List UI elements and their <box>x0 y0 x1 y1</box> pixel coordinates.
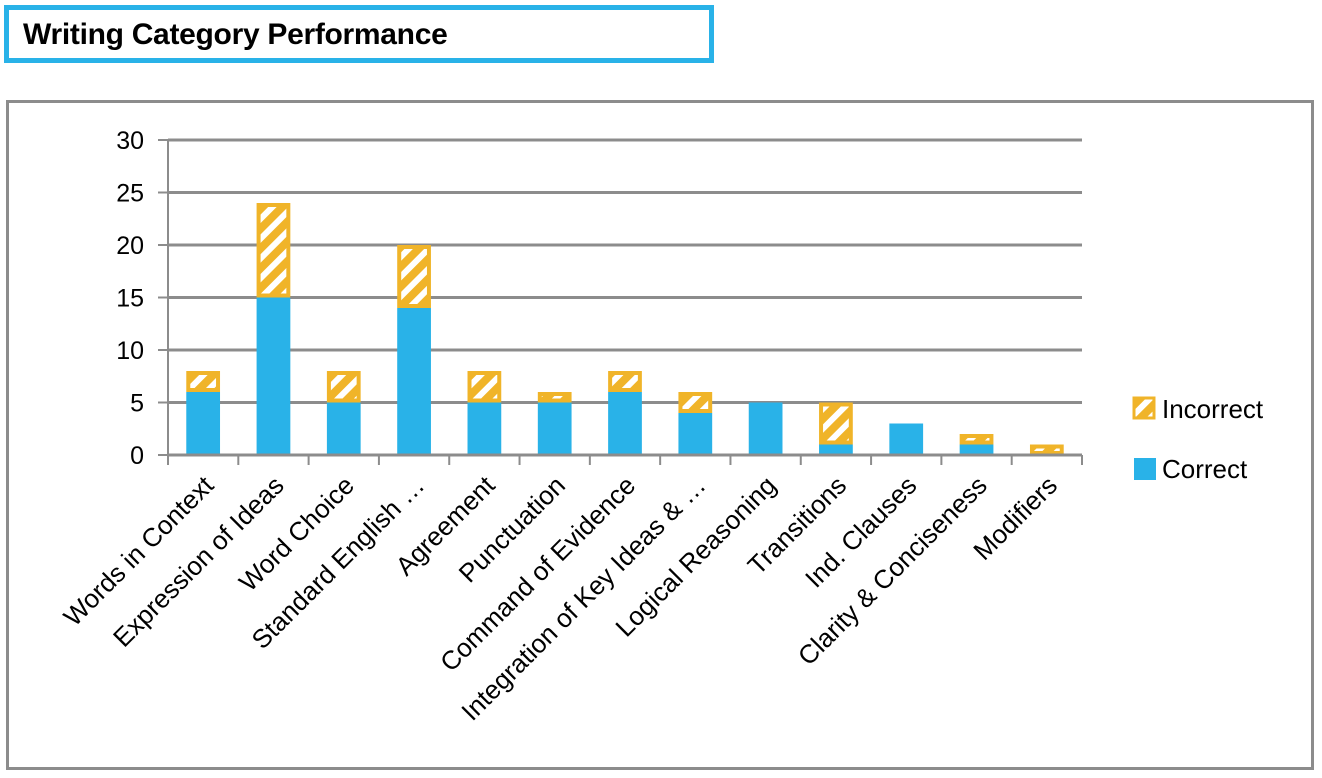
bar-correct-2 <box>326 402 361 455</box>
bar-correct-10 <box>889 423 924 455</box>
bar-correct-6 <box>608 392 642 455</box>
y-tick-label: 20 <box>116 232 144 260</box>
legend-swatch-incorrect <box>1132 396 1156 420</box>
legend-item-correct: Correct <box>1134 454 1248 484</box>
bar-incorrect-1 <box>256 203 291 298</box>
bar-correct-7 <box>678 413 713 455</box>
bar-correct-8 <box>748 402 783 455</box>
bar-incorrect-11 <box>959 434 994 445</box>
bar-correct-3 <box>397 308 431 455</box>
bars <box>186 203 1064 455</box>
bar-incorrect-4 <box>467 371 502 403</box>
title-box: Writing Category Performance <box>4 5 714 63</box>
bar-correct-11 <box>959 444 994 455</box>
legend: Incorrect Correct <box>1132 394 1264 484</box>
bar-correct-0 <box>186 392 221 455</box>
legend-label-correct: Correct <box>1162 454 1248 484</box>
bar-incorrect-9 <box>819 402 853 445</box>
bar-incorrect-6 <box>608 371 642 392</box>
y-tick-label: 25 <box>116 180 144 208</box>
y-tick-label: 10 <box>116 337 144 365</box>
chart-title: Writing Category Performance <box>23 18 448 51</box>
y-tick-label: 5 <box>130 390 144 418</box>
bar-incorrect-5 <box>537 392 572 403</box>
bar-incorrect-0 <box>186 371 221 392</box>
gridlines <box>168 138 1082 404</box>
chart-frame <box>6 100 1314 770</box>
bar-incorrect-2 <box>326 371 361 403</box>
bar-correct-4 <box>467 402 502 455</box>
axes: 0 5 10 15 20 25 30 <box>116 127 1083 470</box>
bar-correct-9 <box>819 444 853 455</box>
legend-item-incorrect: Incorrect <box>1132 394 1264 424</box>
legend-swatch-correct <box>1134 458 1156 480</box>
y-tick-label: 0 <box>130 442 144 470</box>
bar-incorrect-3 <box>397 245 431 308</box>
bar-incorrect-7 <box>678 392 713 413</box>
y-tick-label: 15 <box>116 285 144 313</box>
legend-label-incorrect: Incorrect <box>1162 394 1264 424</box>
bar-incorrect-12 <box>1029 444 1064 455</box>
y-tick-label: 30 <box>116 127 144 155</box>
bar-correct-1 <box>256 297 291 455</box>
bar-correct-5 <box>537 402 572 455</box>
